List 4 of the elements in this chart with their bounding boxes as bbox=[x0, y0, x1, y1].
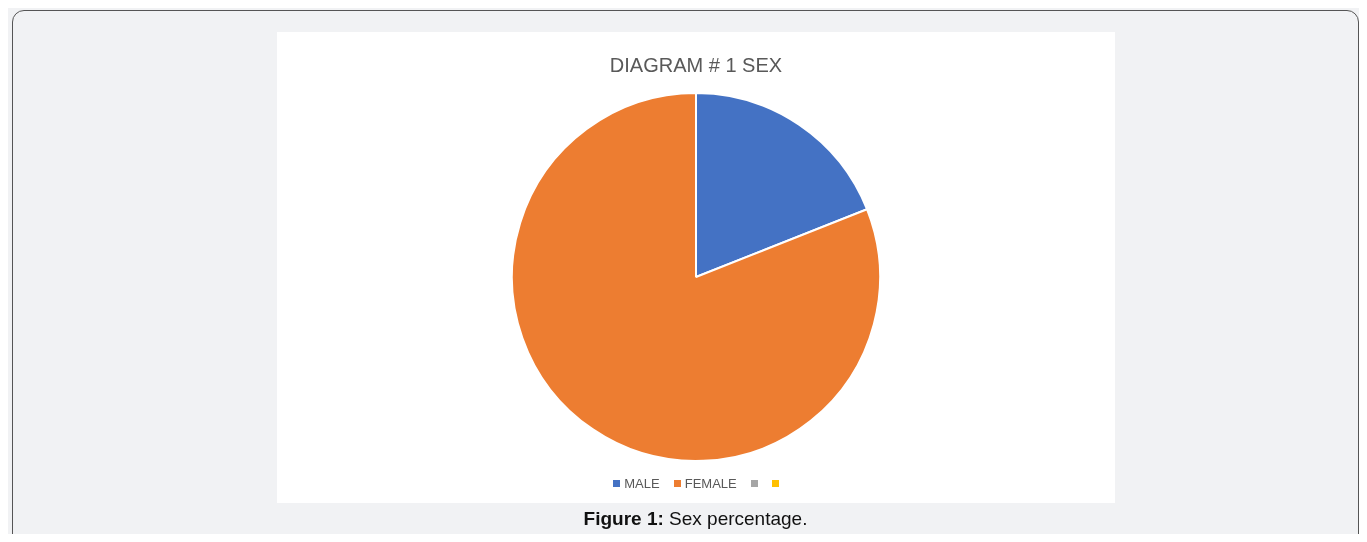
caption: Figure 1: Sex percentage. bbox=[582, 508, 809, 530]
chart-title: DIAGRAM # 1 SEX bbox=[609, 53, 783, 76]
legend-label: MALE bbox=[624, 476, 660, 491]
legend-label: FEMALE bbox=[684, 476, 737, 491]
